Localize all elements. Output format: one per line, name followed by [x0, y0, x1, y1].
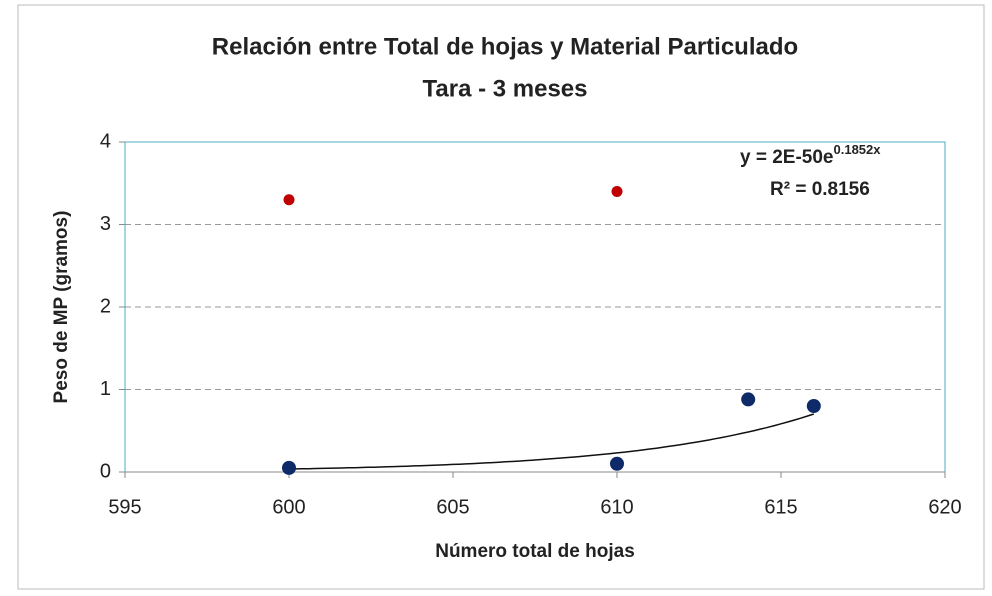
- y-tick-label: 1: [100, 378, 111, 400]
- y-axis-label: Peso de MP (gramos): [51, 211, 72, 404]
- y-tick-label: 2: [100, 295, 111, 317]
- point: [610, 456, 624, 471]
- point: [806, 399, 821, 413]
- trendline: [288, 413, 815, 470]
- r-squared: R² = 0.8156: [770, 179, 870, 200]
- chart-subtitle: Tara - 3 meses: [423, 75, 588, 102]
- point: [741, 392, 756, 407]
- y-tick-label: 3: [100, 213, 111, 235]
- x-tick-label: 610: [600, 496, 633, 518]
- equation-exponent: 0.1852x: [834, 142, 882, 157]
- point: [282, 460, 296, 475]
- chart-border: [17, 4, 985, 590]
- x-tick-label: 600: [272, 496, 305, 518]
- y-tick-label: 4: [100, 130, 111, 152]
- chart-title: Relación entre Total de hojas y Material…: [212, 33, 798, 60]
- x-tick-label: 620: [928, 496, 961, 518]
- point: [611, 186, 623, 197]
- equation: y = 2E-50e: [740, 147, 834, 168]
- x-tick-label: 595: [108, 496, 141, 518]
- y-tick-label: 0: [100, 460, 111, 482]
- point: [283, 194, 295, 206]
- x-tick-label: 605: [436, 496, 469, 518]
- x-tick-label: 615: [764, 496, 797, 518]
- x-axis-label: Número total de hojas: [435, 541, 635, 562]
- trendline-equation: y = 2E-50e0.1852x: [740, 142, 881, 168]
